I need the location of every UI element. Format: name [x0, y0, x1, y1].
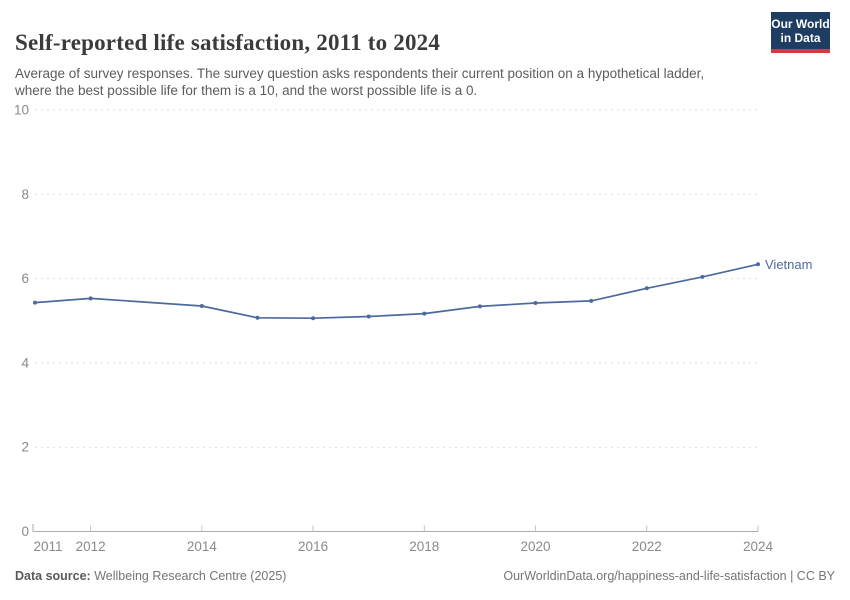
chart-subtitle: Average of survey responses. The survey …	[15, 65, 705, 98]
data-point-vietnam-2022	[644, 286, 649, 291]
y-axis-tick-label-4: 4	[21, 355, 29, 370]
x-axis-tick-label-2022: 2022	[632, 539, 662, 554]
chart-footer: Data source: Wellbeing Research Centre (…	[15, 569, 835, 584]
data-point-vietnam-2015	[255, 315, 260, 320]
data-point-vietnam-2017	[366, 314, 371, 319]
owid-logo-line2: in Data	[780, 31, 821, 45]
owid-citation-link[interactable]: OurWorldinData.org/happiness-and-life-sa…	[503, 569, 835, 583]
page-title: Self-reported life satisfaction, 2011 to…	[15, 30, 441, 56]
data-point-vietnam-2020	[533, 301, 538, 305]
data-source-text: Wellbeing Research Centre (2025)	[90, 569, 287, 583]
data-point-vietnam-2019	[477, 304, 482, 309]
data-point-vietnam-2018	[422, 311, 427, 316]
owid-logo[interactable]: Our World in Data	[771, 12, 830, 53]
owid-logo-line1: Our World	[771, 17, 830, 31]
y-axis-tick-label-2: 2	[21, 440, 29, 455]
data-point-vietnam-2024	[756, 262, 760, 267]
owid-logo-accent-bar	[771, 49, 830, 53]
data-source-label: Data source:	[15, 569, 91, 583]
data-point-vietnam-2012	[88, 296, 93, 301]
data-source: Data source: Wellbeing Research Centre (…	[15, 569, 286, 584]
y-axis-tick-label-6: 6	[21, 271, 29, 286]
x-axis-tick-label-2020: 2020	[521, 539, 551, 554]
data-point-vietnam-2016	[311, 316, 316, 321]
data-point-vietnam-2014	[199, 304, 204, 308]
series-label-vietnam[interactable]: Vietnam	[765, 257, 812, 272]
y-axis-tick-label-10: 10	[14, 103, 29, 118]
data-point-vietnam-2011	[33, 300, 37, 305]
data-point-vietnam-2021	[589, 298, 594, 303]
series-line-vietnam	[34, 263, 759, 320]
x-axis-tick-label-2014: 2014	[187, 539, 218, 554]
y-axis-tick-label-0: 0	[21, 524, 29, 539]
x-axis-tick-label-2012: 2012	[76, 539, 106, 554]
x-axis-tick-label-2024: 2024	[743, 539, 774, 554]
y-axis-tick-label-8: 8	[21, 187, 29, 202]
x-axis-tick-label-2018: 2018	[409, 539, 439, 554]
x-axis-tick-label-2011: 2011	[34, 539, 63, 554]
x-axis-tick-label-2016: 2016	[298, 539, 328, 554]
data-point-vietnam-2023	[700, 274, 705, 279]
